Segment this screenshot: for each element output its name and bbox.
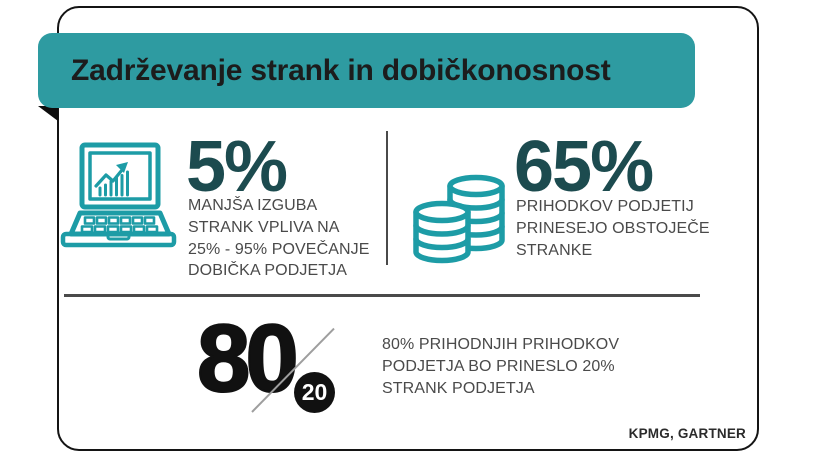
- banner-fold-triangle: [38, 106, 58, 121]
- laptop-growth-chart-icon: [60, 142, 177, 248]
- stat-desc-left: MANJŠA IZGUBA STRANK VPLIVA NA 25% - 95%…: [188, 195, 370, 282]
- ratio-small-circle: 20: [294, 372, 335, 413]
- ratio-big-number: 80: [196, 305, 300, 412]
- stat-desc-left-line3: 25% - 95% POVEČANJE: [188, 240, 370, 258]
- ratio-desc-line1: 80% PRIHODNJIH PRIHODKOV: [382, 336, 620, 353]
- coin-stacks-icon: [410, 172, 508, 269]
- stat-desc-left-line1: MANJŠA IZGUBA: [188, 197, 318, 214]
- ratio-desc: 80% PRIHODNJIH PRIHODKOV PODJETJA BO PRI…: [382, 334, 619, 399]
- page-title: Zadrževanje strank in dobičkonosnost: [71, 54, 611, 87]
- stat-value-left: 5%: [186, 127, 288, 207]
- stat-desc-right: PRIHODKOV PODJETIJ PRINESEJO OBSTOJEČE S…: [516, 196, 710, 261]
- ratio-desc-line2: PODJETJA BO PRINESLO 20%: [382, 357, 615, 375]
- source-attribution: KPMG, GARTNER: [628, 426, 746, 441]
- vertical-divider: [386, 131, 388, 265]
- horizontal-divider: [64, 294, 700, 297]
- stat-desc-right-line2: PRINESEJO OBSTOJEČE: [516, 219, 710, 237]
- stat-desc-left-line2: STRANK VPLIVA NA: [188, 218, 340, 236]
- ratio-desc-line3: STRANK PODJETJA: [382, 379, 535, 397]
- stat-desc-right-line1: PRIHODKOV PODJETIJ: [516, 198, 694, 215]
- title-banner: Zadrževanje strank in dobičkonosnost: [38, 33, 695, 108]
- stat-desc-right-line3: STRANKE: [516, 241, 593, 259]
- stat-value-right: 65%: [514, 127, 654, 207]
- stat-desc-left-line4: DOBIČKA PODJETJA: [188, 262, 347, 280]
